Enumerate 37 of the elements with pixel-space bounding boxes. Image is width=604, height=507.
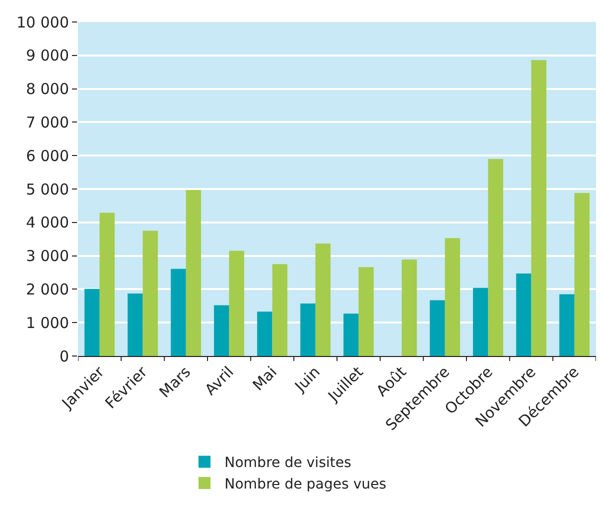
bar xyxy=(574,193,590,356)
bar xyxy=(472,288,488,356)
legend-label: Nombre de pages vues xyxy=(224,476,386,492)
bar xyxy=(142,230,158,356)
bar xyxy=(430,300,445,356)
bar xyxy=(100,212,115,356)
y-tick-label: 2 000 xyxy=(26,280,69,298)
y-tick-label: 4 000 xyxy=(26,214,69,232)
bar xyxy=(516,274,532,356)
bar xyxy=(128,294,143,356)
y-tick-label: 6 000 xyxy=(26,146,69,165)
bar xyxy=(186,190,202,356)
legend-label: Nombre de visites xyxy=(224,455,352,472)
bar xyxy=(315,243,331,356)
bar xyxy=(343,314,359,356)
bar xyxy=(257,312,272,356)
bar xyxy=(402,259,417,356)
y-tick-label: 9 000 xyxy=(26,46,69,65)
bar xyxy=(214,305,230,356)
bar xyxy=(170,268,186,356)
y-tick-label: 8 000 xyxy=(26,80,69,98)
bar xyxy=(531,60,546,356)
y-tick-label: 7 000 xyxy=(26,113,69,132)
y-tick-label: 3 000 xyxy=(26,247,69,266)
bar xyxy=(300,304,316,356)
y-tick-label: 5 000 xyxy=(26,180,69,198)
bar xyxy=(272,264,288,356)
bar xyxy=(229,250,244,356)
y-tick-label: 1 000 xyxy=(26,314,69,332)
bar xyxy=(358,267,374,356)
bar xyxy=(444,238,460,356)
bar xyxy=(488,158,504,356)
bar xyxy=(84,288,100,356)
x-tick-label: Mai xyxy=(249,362,280,394)
bar xyxy=(559,294,574,356)
y-tick-label: 10 000 xyxy=(16,13,69,32)
y-tick-label: 0 xyxy=(59,347,69,366)
